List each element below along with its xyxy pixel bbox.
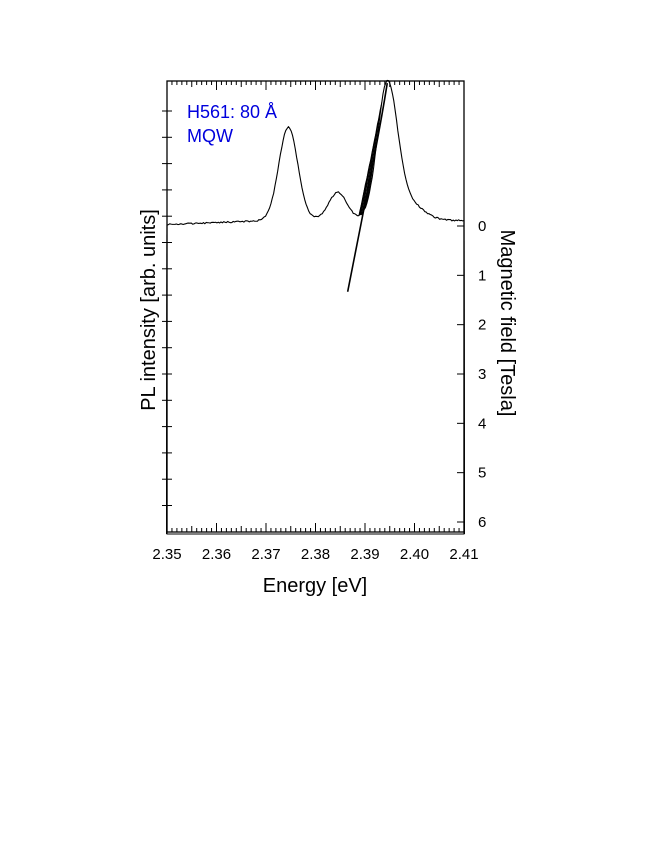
spectrum-line bbox=[166, 79, 465, 535]
field-tick-labels: 0 1 2 3 4 5 6 bbox=[478, 218, 486, 531]
x-tick-label: 2.41 bbox=[449, 546, 478, 563]
field-tick-label: 5 bbox=[478, 465, 486, 482]
sample-label: H561: 80 Å bbox=[187, 102, 277, 122]
field-tick-label: 2 bbox=[478, 317, 486, 334]
x-tick-label: 2.36 bbox=[202, 546, 231, 563]
x-tick-labels: 2.35 2.36 2.37 2.38 2.39 2.40 2.41 bbox=[152, 546, 478, 563]
x-tick-label: 2.37 bbox=[251, 546, 280, 563]
x-tick-label: 2.35 bbox=[152, 546, 181, 563]
spectra-group bbox=[166, 79, 465, 535]
structure-label: MQW bbox=[187, 126, 233, 146]
field-tick-label: 0 bbox=[478, 218, 486, 235]
field-tick-label: 6 bbox=[478, 514, 486, 531]
x-tick-label: 2.40 bbox=[400, 546, 429, 563]
field-tick-label: 3 bbox=[478, 366, 486, 383]
y-axis-label: PL intensity [arb. units] bbox=[138, 209, 160, 411]
x-tick-label: 2.38 bbox=[301, 546, 330, 563]
field-tick-label: 4 bbox=[478, 415, 486, 432]
axis-ticks bbox=[162, 81, 465, 532]
x-tick-label: 2.39 bbox=[350, 546, 379, 563]
x-axis-label: Energy [eV] bbox=[263, 575, 368, 597]
field-tick-label: 1 bbox=[478, 267, 486, 284]
peak-shift-trace bbox=[346, 83, 389, 292]
field-axis-label: Magnetic field [Tesla] bbox=[496, 230, 518, 417]
